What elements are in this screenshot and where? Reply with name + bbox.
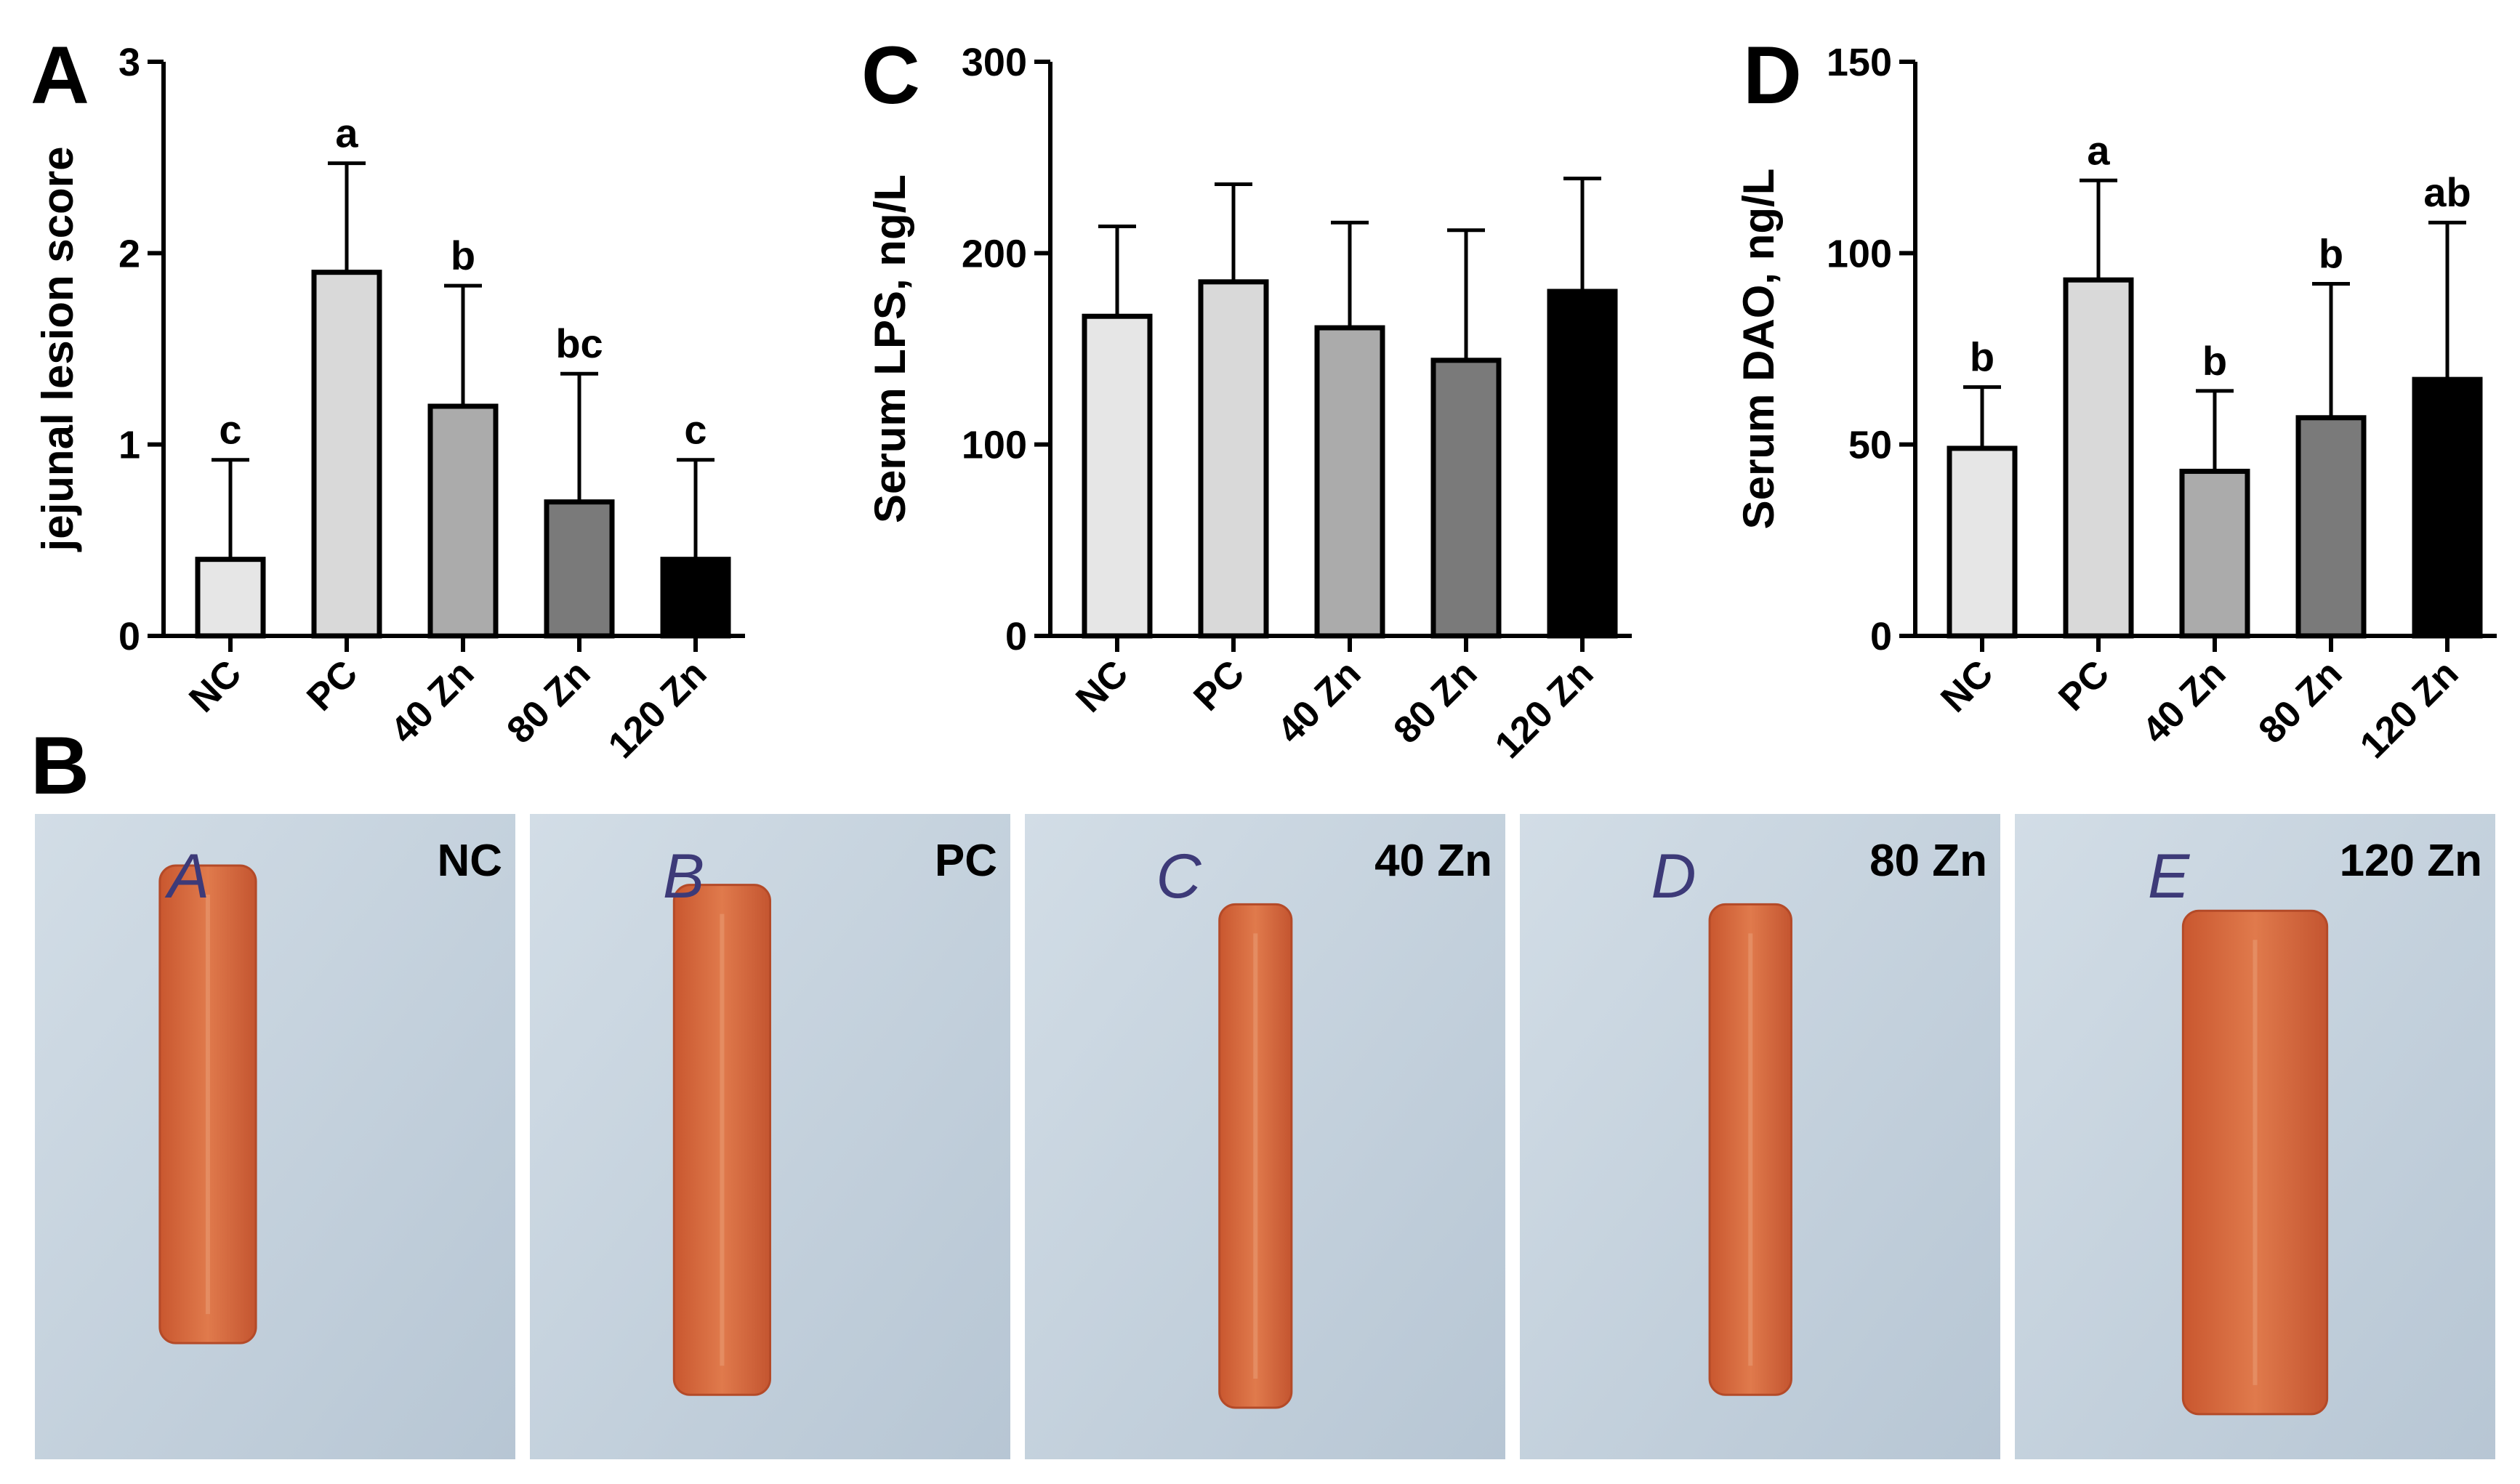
bar-40-zn xyxy=(427,403,499,639)
y-tick-label: 0 xyxy=(118,615,140,658)
photo-label: PC xyxy=(935,836,997,886)
handwritten-marker: C xyxy=(1156,842,1201,911)
y-tick-label: 0 xyxy=(1870,615,1892,658)
significance-letter: a xyxy=(335,110,358,156)
bar-pc xyxy=(1198,279,1269,639)
y-axis-label: Serum LPS, ng/L xyxy=(866,174,914,523)
x-tick-label: PC xyxy=(299,652,366,719)
x-tick-label: 40 Zn xyxy=(382,652,482,751)
chart-panel-d: 0 50 100 150 Serum DAO, ng/L b NC a PC b 40 Zn b 80 … xyxy=(1734,41,2497,767)
y-tick-label: 0 xyxy=(1005,615,1027,658)
x-tick-label: 120 Zn xyxy=(600,652,714,766)
bar-120-zn xyxy=(660,557,731,639)
y-axis-label: Serum DAO, ng/L xyxy=(1734,169,1783,530)
x-tick-label: NC xyxy=(181,652,249,720)
bar-nc xyxy=(1947,445,2018,639)
x-tick-label: PC xyxy=(1185,652,1252,719)
photo-80-zn: D 80 Zn xyxy=(1520,814,2000,1459)
bar-40-zn xyxy=(2179,469,2250,639)
x-tick-label: 120 Zn xyxy=(1487,652,1601,766)
y-tick-label: 300 xyxy=(962,41,1027,84)
handwritten-marker: D xyxy=(1651,842,1696,911)
panel-label-d: D xyxy=(1743,30,1802,121)
photo-40-zn: C 40 Zn xyxy=(1025,814,1505,1459)
photo-pc: B PC xyxy=(530,814,1010,1459)
bar-40-zn xyxy=(1314,325,1385,639)
significance-letter: bc xyxy=(555,320,603,366)
y-tick-label: 100 xyxy=(962,424,1027,467)
significance-letter: ab xyxy=(2423,169,2471,215)
y-tick-label: 150 xyxy=(1827,41,1892,84)
significance-letter: c xyxy=(684,407,707,453)
chart-panel-c: 0 100 200 300 Serum LPS, ng/L NC PC 40 Zn 80 Zn 1… xyxy=(866,41,1632,767)
significance-letter: a xyxy=(2087,127,2110,173)
significance-letter: b xyxy=(451,233,475,278)
bar-120-zn xyxy=(1547,289,1618,639)
bar-80-zn xyxy=(2295,415,2367,639)
handwritten-marker: B xyxy=(663,842,704,911)
panel-label-b: B xyxy=(31,720,89,811)
y-tick-label: 2 xyxy=(118,232,140,275)
x-tick-label: NC xyxy=(1068,652,1136,720)
x-tick-label: 80 Zn xyxy=(499,652,598,751)
panel-label-c: C xyxy=(861,30,920,121)
bar-pc xyxy=(311,270,382,639)
y-axis-label: jejunal lesion score xyxy=(33,147,82,552)
photo-120-zn: E 120 Zn xyxy=(2015,814,2495,1459)
significance-letter: b xyxy=(2202,338,2227,384)
bar-nc xyxy=(1082,313,1153,639)
photo-strip: A NC B PC C 40 Zn D 80 Zn E 120 Zn xyxy=(35,814,2495,1459)
bar-120-zn xyxy=(2412,376,2483,639)
bar-80-zn xyxy=(1430,358,1502,639)
bar-nc xyxy=(195,557,266,639)
photo-label: 120 Zn xyxy=(2340,836,2482,886)
bar-pc xyxy=(2063,277,2134,639)
photo-background xyxy=(35,814,515,1459)
y-tick-label: 1 xyxy=(118,424,140,467)
y-tick-label: 200 xyxy=(962,232,1027,275)
x-tick-label: 40 Zn xyxy=(1269,652,1369,751)
photo-label: NC xyxy=(437,836,502,886)
x-tick-label: 80 Zn xyxy=(2250,652,2350,751)
handwritten-marker: A xyxy=(164,842,209,911)
x-tick-label: 120 Zn xyxy=(2352,652,2466,766)
photo-label: 40 Zn xyxy=(1374,836,1492,886)
x-tick-label: PC xyxy=(2050,652,2117,719)
chart-panel-a: 0 1 2 3 jejunal lesion score c NC a PC b 40 Zn bc 80… xyxy=(33,41,745,767)
significance-letter: b xyxy=(2319,230,2343,276)
panel-label-a: A xyxy=(31,30,89,121)
x-tick-label: 80 Zn xyxy=(1385,652,1485,751)
y-tick-label: 50 xyxy=(1848,424,1892,467)
photo-label: 80 Zn xyxy=(1869,836,1987,886)
y-tick-label: 100 xyxy=(1827,232,1892,275)
significance-letter: c xyxy=(219,407,241,453)
x-tick-label: NC xyxy=(1933,652,2001,720)
handwritten-marker: E xyxy=(2148,842,2191,911)
x-tick-label: 40 Zn xyxy=(2134,652,2234,751)
bar-80-zn xyxy=(544,499,615,639)
photo-nc: A NC xyxy=(35,814,515,1459)
significance-letter: b xyxy=(1970,334,1994,380)
y-tick-label: 3 xyxy=(118,41,140,84)
